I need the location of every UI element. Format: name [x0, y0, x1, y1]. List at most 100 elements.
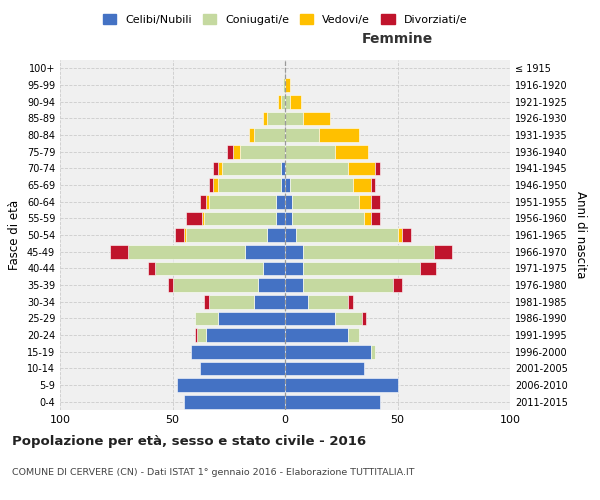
Bar	[285, 95, 290, 108]
Bar	[402, 228, 411, 242]
Bar	[371, 345, 375, 358]
Bar	[249, 128, 254, 142]
Bar	[263, 112, 267, 125]
Bar	[285, 195, 292, 208]
Text: COMUNE DI CERVERE (CN) - Dati ISTAT 1° gennaio 2016 - Elaborazione TUTTITALIA.IT: COMUNE DI CERVERE (CN) - Dati ISTAT 1° g…	[12, 468, 415, 477]
Bar	[263, 262, 285, 275]
Bar	[276, 195, 285, 208]
Bar	[278, 95, 281, 108]
Bar	[371, 195, 380, 208]
Bar	[254, 128, 285, 142]
Bar	[285, 78, 290, 92]
Bar	[209, 195, 276, 208]
Bar	[199, 195, 206, 208]
Bar	[285, 112, 303, 125]
Bar	[303, 112, 330, 125]
Bar	[267, 112, 285, 125]
Bar	[348, 328, 359, 342]
Bar	[281, 162, 285, 175]
Bar	[285, 245, 303, 258]
Bar	[285, 345, 371, 358]
Bar	[319, 128, 359, 142]
Bar	[335, 145, 368, 158]
Bar	[375, 162, 380, 175]
Bar	[155, 262, 263, 275]
Bar	[281, 178, 285, 192]
Bar	[240, 145, 285, 158]
Bar	[177, 378, 285, 392]
Bar	[175, 228, 184, 242]
Y-axis label: Anni di nascita: Anni di nascita	[574, 192, 587, 278]
Bar	[184, 228, 186, 242]
Bar	[197, 328, 206, 342]
Bar	[303, 278, 393, 292]
Bar	[285, 262, 303, 275]
Bar	[128, 245, 245, 258]
Bar	[433, 245, 452, 258]
Bar	[285, 145, 335, 158]
Bar	[173, 278, 258, 292]
Bar	[285, 312, 335, 325]
Bar	[290, 178, 353, 192]
Bar	[218, 162, 222, 175]
Bar	[285, 295, 308, 308]
Bar	[186, 212, 202, 225]
Bar	[276, 212, 285, 225]
Bar	[148, 262, 155, 275]
Bar	[195, 328, 197, 342]
Bar	[308, 295, 348, 308]
Bar	[213, 178, 218, 192]
Text: Popolazione per età, sesso e stato civile - 2016: Popolazione per età, sesso e stato civil…	[12, 435, 366, 448]
Bar	[292, 195, 359, 208]
Bar	[209, 178, 213, 192]
Bar	[254, 295, 285, 308]
Bar	[227, 145, 233, 158]
Bar	[371, 178, 375, 192]
Bar	[110, 245, 128, 258]
Bar	[209, 295, 254, 308]
Bar	[245, 245, 285, 258]
Text: Femmine: Femmine	[362, 32, 433, 46]
Bar	[420, 262, 436, 275]
Bar	[303, 262, 420, 275]
Bar	[218, 312, 285, 325]
Bar	[285, 395, 380, 408]
Bar	[202, 212, 204, 225]
Bar	[285, 212, 292, 225]
Bar	[285, 162, 348, 175]
Bar	[353, 178, 371, 192]
Bar	[335, 312, 361, 325]
Bar	[283, 78, 285, 92]
Bar	[285, 378, 398, 392]
Y-axis label: Fasce di età: Fasce di età	[8, 200, 21, 270]
Bar	[303, 245, 433, 258]
Bar	[199, 362, 285, 375]
Bar	[206, 328, 285, 342]
Bar	[285, 178, 290, 192]
Bar	[348, 162, 375, 175]
Bar	[195, 312, 218, 325]
Legend: Celibi/Nubili, Coniugati/e, Vedovi/e, Divorziati/e: Celibi/Nubili, Coniugati/e, Vedovi/e, Di…	[98, 10, 472, 29]
Bar	[393, 278, 402, 292]
Bar	[285, 362, 364, 375]
Bar	[184, 395, 285, 408]
Bar	[285, 228, 296, 242]
Bar	[361, 312, 366, 325]
Bar	[290, 95, 301, 108]
Bar	[285, 128, 319, 142]
Bar	[186, 228, 267, 242]
Bar	[285, 328, 348, 342]
Bar	[233, 145, 240, 158]
Bar	[281, 95, 285, 108]
Bar	[292, 212, 364, 225]
Bar	[364, 212, 371, 225]
Bar	[258, 278, 285, 292]
Bar	[359, 195, 371, 208]
Bar	[371, 212, 380, 225]
Bar	[213, 162, 218, 175]
Bar	[222, 162, 281, 175]
Bar	[204, 295, 209, 308]
Bar	[267, 228, 285, 242]
Bar	[206, 195, 209, 208]
Bar	[398, 228, 402, 242]
